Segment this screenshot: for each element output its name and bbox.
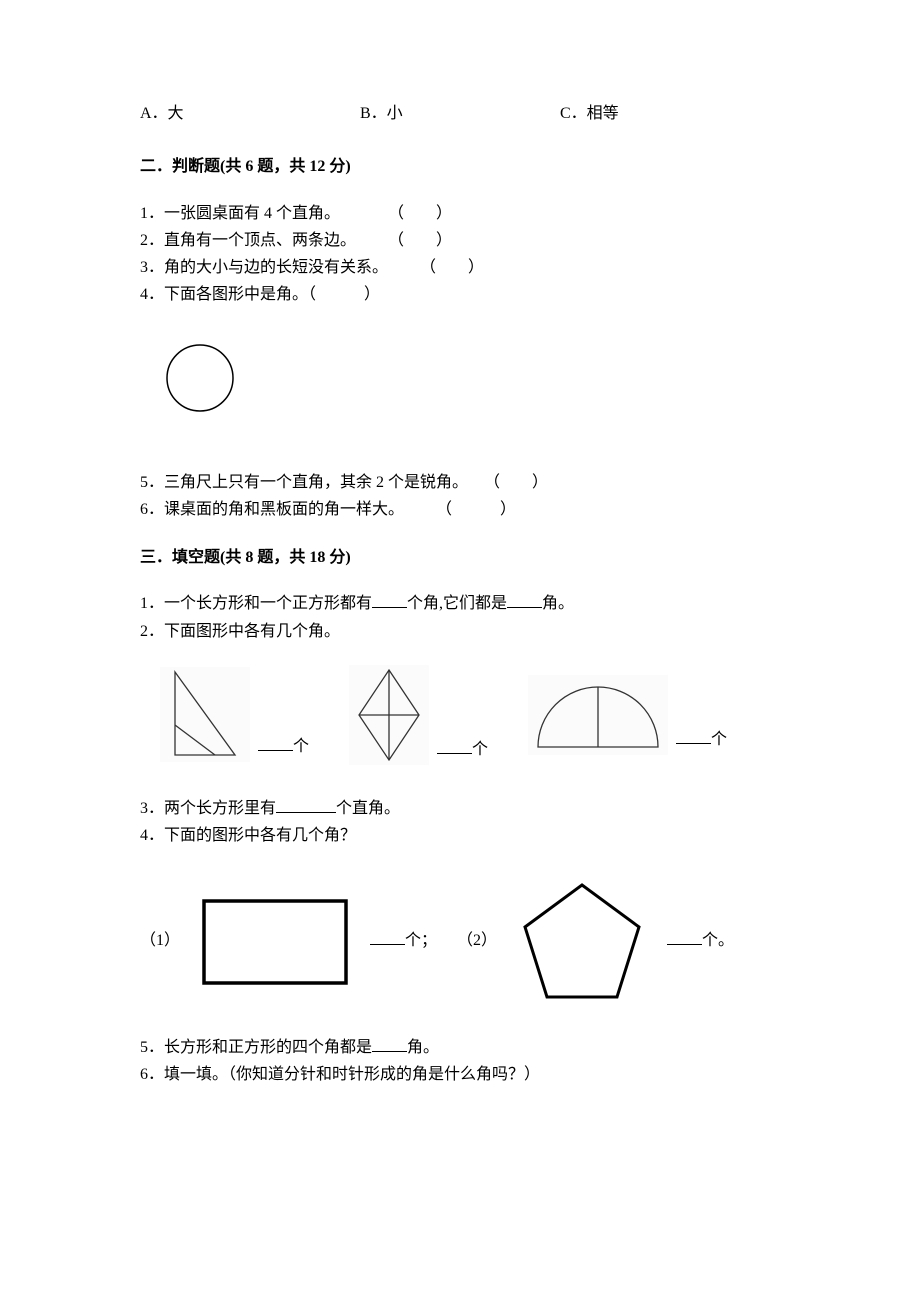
option-c: C．相等 bbox=[560, 100, 710, 129]
s2-q4: 4．下面各图形中是角。（ ） bbox=[140, 281, 780, 308]
q4-1-label: 个； bbox=[370, 927, 437, 956]
blank bbox=[370, 944, 405, 945]
blank bbox=[507, 607, 542, 608]
blank bbox=[276, 812, 336, 813]
s2-q5: 5．三角尺上只有一个直角，其余 2 个是锐角。 （ ） bbox=[140, 469, 780, 496]
s3-q4-figures: （1） 个； （2） 个。 bbox=[140, 879, 780, 1004]
section2-title: 二．判断题(共 6 题，共 12 分) bbox=[140, 153, 780, 182]
s3-q4: 4．下面的图形中各有几个角？ bbox=[140, 822, 780, 849]
figure-label: 个 bbox=[676, 726, 727, 755]
s3-q5-suffix: 角。 bbox=[407, 1039, 439, 1056]
mc-options-row: A．大 B．小 C．相等 bbox=[140, 100, 780, 129]
s2-q1: 1．一张圆桌面有 4 个直角。 （ ） bbox=[140, 200, 780, 227]
figure-semicircle: 个 bbox=[528, 675, 727, 755]
pentagon-figure bbox=[517, 879, 647, 1004]
option-b: B．小 bbox=[360, 100, 560, 129]
q4-2-label: 个。 bbox=[667, 927, 734, 956]
s3-q1-suffix: 角。 bbox=[542, 595, 574, 612]
s3-q1: 1．一个长方形和一个正方形都有 个角,它们都是 角。 bbox=[140, 590, 780, 617]
s3-q5: 5．长方形和正方形的四个角都是 角。 bbox=[140, 1034, 780, 1061]
s3-q3-suffix: 个直角。 bbox=[336, 800, 400, 817]
s2-q6: 6．课桌面的角和黑板面的角一样大。 （ ） bbox=[140, 496, 780, 523]
blank bbox=[676, 743, 711, 744]
section3-title: 三．填空题(共 8 题，共 18 分) bbox=[140, 544, 780, 573]
option-a: A．大 bbox=[140, 100, 360, 129]
blank bbox=[667, 944, 702, 945]
s3-q2: 2．下面图形中各有几个角。 bbox=[140, 618, 780, 645]
blank bbox=[258, 750, 293, 751]
blank bbox=[372, 1051, 407, 1052]
figure-label: 个 bbox=[258, 733, 309, 762]
figure-triangle: 个 bbox=[160, 667, 309, 762]
q4-1-prefix: （1） bbox=[140, 927, 180, 956]
blank bbox=[372, 607, 407, 608]
s2-q3: 3．角的大小与边的长短没有关系。 （ ） bbox=[140, 254, 780, 281]
circle-figure bbox=[160, 338, 780, 429]
blank bbox=[437, 753, 472, 754]
s3-q2-figures: 个 个 个 bbox=[160, 665, 780, 765]
s3-q6: 6．填一填。（你知道分针和时针形成的角是什么角吗？） bbox=[140, 1061, 780, 1088]
s3-q3: 3．两个长方形里有 个直角。 bbox=[140, 795, 780, 822]
figure-label: 个 bbox=[437, 736, 488, 765]
s3-q1-prefix: 1．一个长方形和一个正方形都有 bbox=[140, 595, 372, 612]
q4-2-prefix: （2） bbox=[457, 927, 497, 956]
s2-q2: 2．直角有一个顶点、两条边。 （ ） bbox=[140, 227, 780, 254]
s3-q5-prefix: 5．长方形和正方形的四个角都是 bbox=[140, 1039, 372, 1056]
rectangle-figure bbox=[200, 897, 350, 987]
s3-q1-mid: 个角,它们都是 bbox=[407, 595, 507, 612]
s3-q3-prefix: 3．两个长方形里有 bbox=[140, 800, 276, 817]
figure-diamond: 个 bbox=[349, 665, 488, 765]
